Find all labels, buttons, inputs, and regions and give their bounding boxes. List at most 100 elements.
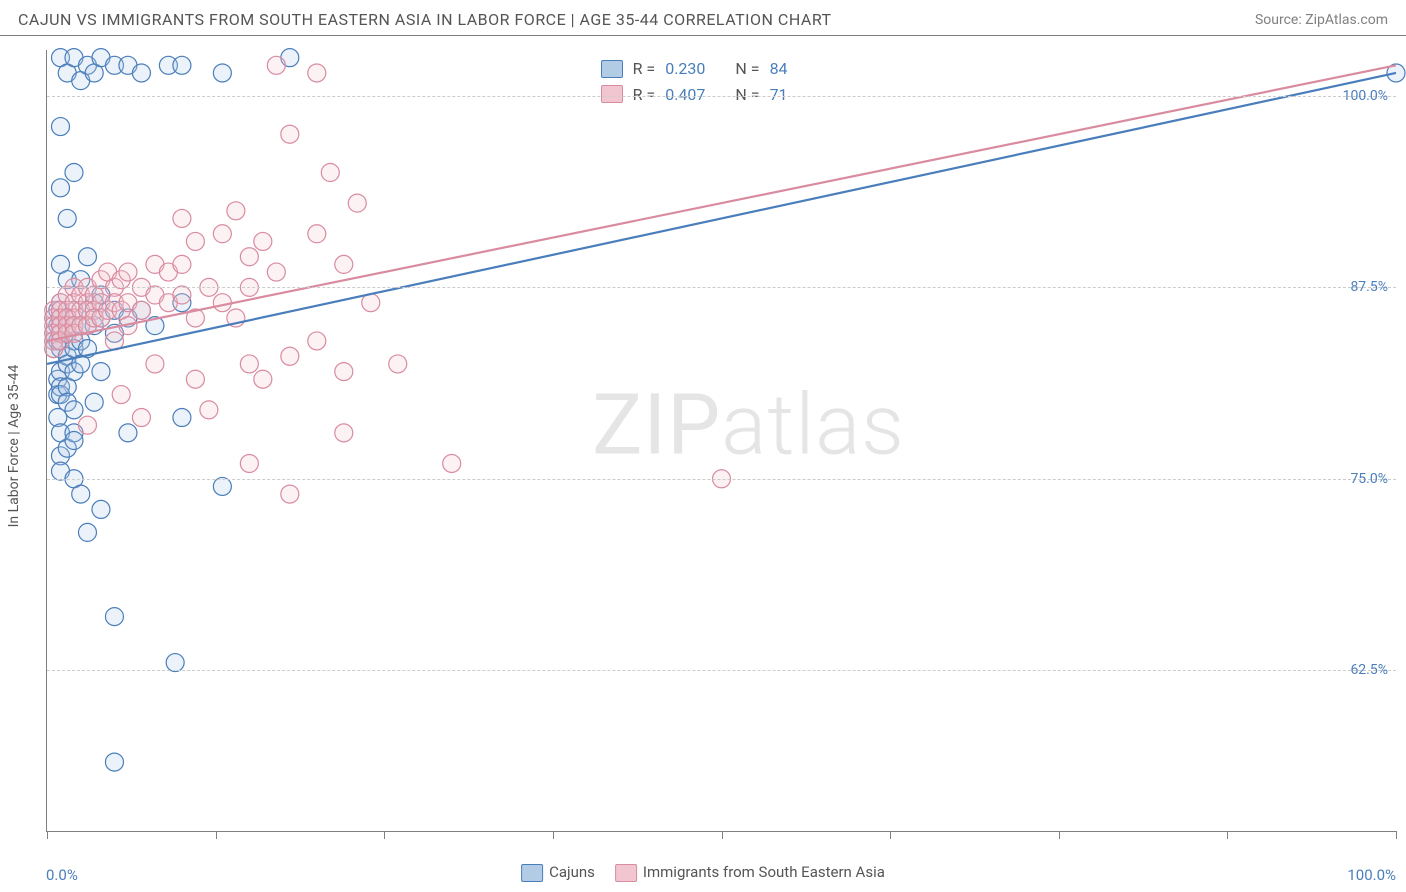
data-point bbox=[281, 347, 299, 365]
data-point bbox=[267, 263, 285, 281]
stats-row-1: R = 0.407 N = 71 bbox=[601, 82, 788, 108]
data-point bbox=[105, 753, 123, 771]
data-point bbox=[254, 232, 272, 250]
data-point bbox=[308, 64, 326, 82]
data-point bbox=[132, 409, 150, 427]
data-point bbox=[240, 454, 258, 472]
data-point bbox=[72, 485, 90, 503]
data-point bbox=[92, 363, 110, 381]
x-tick bbox=[722, 831, 723, 839]
data-point bbox=[119, 263, 137, 281]
data-point bbox=[240, 248, 258, 266]
x-tick bbox=[384, 831, 385, 839]
x-tick bbox=[553, 831, 554, 839]
data-point bbox=[335, 255, 353, 273]
x-tick bbox=[1227, 831, 1228, 839]
data-point bbox=[132, 301, 150, 319]
data-point bbox=[65, 432, 83, 450]
data-point bbox=[78, 523, 96, 541]
x-tick bbox=[1059, 831, 1060, 839]
chart-header: CAJUN VS IMMIGRANTS FROM SOUTH EASTERN A… bbox=[0, 0, 1406, 36]
stats-n-label-1: N = bbox=[735, 82, 759, 108]
data-point bbox=[281, 125, 299, 143]
data-point bbox=[65, 164, 83, 182]
legend-label-1: Immigrants from South Eastern Asia bbox=[643, 863, 885, 881]
data-point bbox=[227, 202, 245, 220]
stats-swatch-0 bbox=[601, 60, 623, 78]
plot-area: ZIPatlas R = 0.230 N = 84 R = 0.407 N = … bbox=[46, 50, 1396, 832]
scatter-svg bbox=[47, 50, 1396, 831]
data-point bbox=[213, 225, 231, 243]
data-point bbox=[51, 118, 69, 136]
legend-swatch-1 bbox=[615, 864, 637, 882]
stats-swatch-1 bbox=[601, 85, 623, 103]
data-point bbox=[254, 370, 272, 388]
data-point bbox=[119, 424, 137, 442]
data-point bbox=[335, 363, 353, 381]
data-point bbox=[146, 355, 164, 373]
data-point bbox=[186, 232, 204, 250]
x-tick bbox=[216, 831, 217, 839]
bottom-legend: Cajuns Immigrants from South Eastern Asi… bbox=[521, 863, 885, 882]
y-tick-label: 100.0% bbox=[1343, 88, 1388, 104]
chart-title: CAJUN VS IMMIGRANTS FROM SOUTH EASTERN A… bbox=[18, 10, 832, 29]
y-tick-label: 75.0% bbox=[1350, 471, 1388, 487]
stats-r-label-0: R = bbox=[633, 56, 656, 82]
chart-source: Source: ZipAtlas.com bbox=[1255, 12, 1388, 28]
data-point bbox=[65, 401, 83, 419]
data-point bbox=[173, 56, 191, 74]
legend-label-0: Cajuns bbox=[549, 863, 595, 881]
data-point bbox=[186, 370, 204, 388]
data-point bbox=[173, 286, 191, 304]
gridline bbox=[47, 479, 1396, 480]
y-axis-label: In Labor Force | Age 35-44 bbox=[6, 365, 22, 528]
data-point bbox=[51, 179, 69, 197]
data-point bbox=[321, 164, 339, 182]
data-point bbox=[200, 401, 218, 419]
data-point bbox=[78, 416, 96, 434]
regression-line bbox=[47, 73, 1396, 364]
data-point bbox=[443, 454, 461, 472]
data-point bbox=[173, 255, 191, 273]
data-point bbox=[281, 485, 299, 503]
data-point bbox=[132, 64, 150, 82]
data-point bbox=[112, 386, 130, 404]
legend-item-1: Immigrants from South Eastern Asia bbox=[615, 863, 885, 882]
stats-row-0: R = 0.230 N = 84 bbox=[601, 56, 788, 82]
y-tick-label: 87.5% bbox=[1350, 279, 1388, 295]
y-tick-label: 62.5% bbox=[1350, 662, 1388, 678]
data-point bbox=[173, 409, 191, 427]
data-point bbox=[240, 355, 258, 373]
data-point bbox=[78, 248, 96, 266]
data-point bbox=[105, 608, 123, 626]
stats-n-value-0: 84 bbox=[770, 56, 788, 82]
data-point bbox=[267, 56, 285, 74]
data-point bbox=[92, 500, 110, 518]
data-point bbox=[166, 654, 184, 672]
x-axis-label-right: 100.0% bbox=[1347, 866, 1396, 884]
data-point bbox=[308, 332, 326, 350]
stats-r-value-0: 0.230 bbox=[665, 56, 705, 82]
stats-legend-box: R = 0.230 N = 84 R = 0.407 N = 71 bbox=[587, 50, 802, 113]
gridline bbox=[47, 670, 1396, 671]
stats-n-label-0: N = bbox=[735, 56, 759, 82]
legend-item-0: Cajuns bbox=[521, 863, 595, 882]
x-tick bbox=[890, 831, 891, 839]
data-point bbox=[213, 64, 231, 82]
x-axis-label-left: 0.0% bbox=[46, 866, 78, 884]
gridline bbox=[47, 96, 1396, 97]
data-point bbox=[308, 225, 326, 243]
data-point bbox=[85, 393, 103, 411]
data-point bbox=[213, 477, 231, 495]
stats-r-label-1: R = bbox=[633, 82, 656, 108]
data-point bbox=[58, 209, 76, 227]
stats-r-value-1: 0.407 bbox=[665, 82, 705, 108]
legend-swatch-0 bbox=[521, 864, 543, 882]
stats-n-value-1: 71 bbox=[770, 82, 788, 108]
data-point bbox=[213, 294, 231, 312]
data-point bbox=[335, 424, 353, 442]
data-point bbox=[389, 355, 407, 373]
data-point bbox=[173, 209, 191, 227]
data-point bbox=[348, 194, 366, 212]
x-tick bbox=[1396, 831, 1397, 839]
